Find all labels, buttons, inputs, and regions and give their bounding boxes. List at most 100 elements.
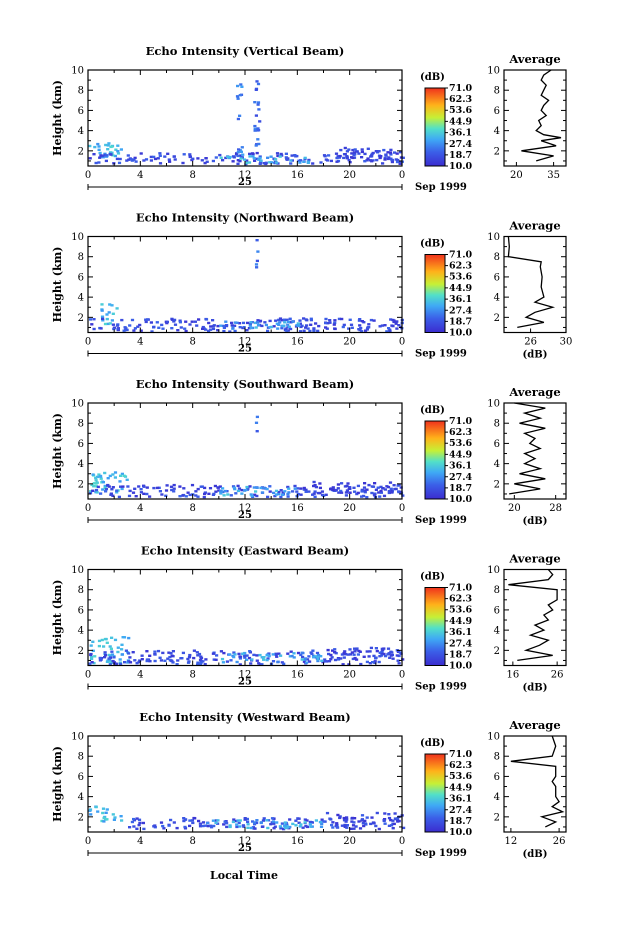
heatmap-cell [365,488,369,491]
heatmap-cell [378,651,382,654]
heatmap-cell [164,494,168,497]
heatmap-cell [392,319,396,322]
heatmap-cell [323,155,327,158]
heatmap-cell [197,318,201,321]
heatmap-cell [138,659,142,662]
heatmap-cell [238,94,242,97]
heatmap-cell [316,659,320,663]
heatmap-cell [111,323,115,326]
y-tick-label: 4 [78,626,84,637]
average-frame [503,402,567,500]
heatmap-cell [191,157,195,160]
heatmap-cell [109,647,113,650]
heatmap-cell [374,824,378,828]
heatmap-cell [167,824,171,827]
heatmap-cell [347,148,351,151]
heatmap-cell [101,319,105,322]
heatmap-cell [402,826,406,830]
heatmap-cell [256,82,261,86]
heatmap-cell [178,485,182,488]
heatmap-cell [241,824,245,827]
x-tick-label: 16 [291,670,304,681]
heatmap-cell [246,321,250,325]
heatmap-cell [159,659,163,662]
average-y-tick-label: 6 [494,272,500,283]
heatmap-cell [242,158,247,161]
heatmap-cell [317,653,321,657]
heatmap-cell [252,653,256,657]
heatmap-cell [270,161,274,164]
heatmap-cell [196,157,200,160]
heatmap-cell [199,663,203,666]
x-axis-label: Local Time [210,869,278,882]
colorbar-tick-label: 62.3 [449,594,472,605]
heatmap-cell [194,494,198,497]
colorbar-tick-label: 18.7 [449,150,472,161]
heatmap-cell [397,324,401,327]
heatmap-cell [248,322,252,326]
heatmap-cell [101,317,105,320]
heatmap-cell [286,652,290,655]
heatmap-cell [188,819,192,822]
heatmap-cell [188,155,192,159]
heatmap-cell [285,329,289,333]
heatmap-cell [289,650,293,653]
heatmap-cell [107,657,111,660]
heatmap-cell [380,650,384,653]
heatmap-cell [236,84,240,88]
average-y-tick-label: 10 [487,232,500,243]
heatmap-cell [145,658,149,661]
heatmap-cell [96,142,100,146]
heatmap-cell [277,490,281,494]
x-tick-label: 0 [85,337,91,348]
heatmap-cell [112,818,116,821]
heatmap-cell [272,827,276,830]
heatmap-cell [297,159,301,162]
y-tick-label: 10 [71,732,84,743]
heatmap-cell [120,472,124,476]
colorbar-tick-label: 44.9 [449,782,473,793]
heatmap-cell [396,659,400,662]
heatmap-cell [173,158,177,161]
heatmap-cell [246,820,250,823]
heatmap-cell [302,486,306,490]
heatmap-cell [219,490,223,493]
heatmap-cell [314,655,318,658]
heatmap-cell [383,488,387,491]
heatmap-cell [382,494,387,498]
colorbar-tick-label: 53.6 [449,605,473,616]
heatmap-cell [122,329,126,332]
heatmap-cell [270,817,275,820]
heatmap-cell [284,156,288,159]
heatmap-cell [255,80,259,83]
heatmap-cell [198,825,203,828]
heatmap-cell [237,487,242,490]
heatmap-cell [299,487,303,490]
heatmap-cell [282,324,286,327]
heatmap-cells [88,239,404,333]
heatmap-cell [222,494,226,497]
heatmap-cell [339,657,343,660]
heatmap-cell [307,158,311,162]
heatmap-cell [358,827,363,830]
heatmap-cell [133,659,137,662]
heatmap-cell [395,152,399,155]
heatmap-cell [89,644,93,647]
heatmap-cell [219,650,223,653]
average-x-tick-label: 12 [505,836,518,847]
heatmap-cell [106,144,110,147]
heatmap-cell [399,325,403,329]
x-tick-label: 0 [85,836,91,847]
heatmap-cell [257,108,261,111]
heatmap-cell [128,324,132,327]
heatmap-cell [236,162,240,165]
heatmap-cell [176,659,180,662]
heatmap-cell [328,817,332,820]
colorbar-tick-label: 36.1 [449,627,472,638]
heatmap-cell [235,823,239,826]
heatmap-cell [231,820,235,824]
heatmap-cell [277,323,281,326]
heatmap-cell [184,495,188,498]
heatmap-cell [186,657,190,661]
heatmap-cell [119,815,123,818]
